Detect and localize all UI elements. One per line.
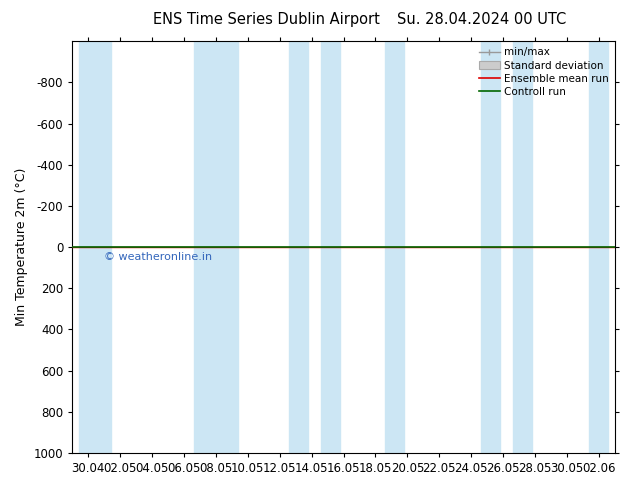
Text: ENS Time Series Dublin Airport: ENS Time Series Dublin Airport [153, 12, 380, 27]
Bar [79, 41, 110, 453]
Bar [513, 41, 532, 453]
Text: Su. 28.04.2024 00 UTC: Su. 28.04.2024 00 UTC [398, 12, 566, 27]
Bar [589, 41, 609, 453]
Bar [289, 41, 308, 453]
Y-axis label: Min Temperature 2m (°C): Min Temperature 2m (°C) [15, 168, 28, 326]
Bar [385, 41, 404, 453]
Bar [481, 41, 500, 453]
Bar [193, 41, 238, 453]
Text: © weatheronline.in: © weatheronline.in [104, 252, 212, 262]
Legend: min/max, Standard deviation, Ensemble mean run, Controll run: min/max, Standard deviation, Ensemble me… [475, 43, 612, 101]
Bar [321, 41, 340, 453]
